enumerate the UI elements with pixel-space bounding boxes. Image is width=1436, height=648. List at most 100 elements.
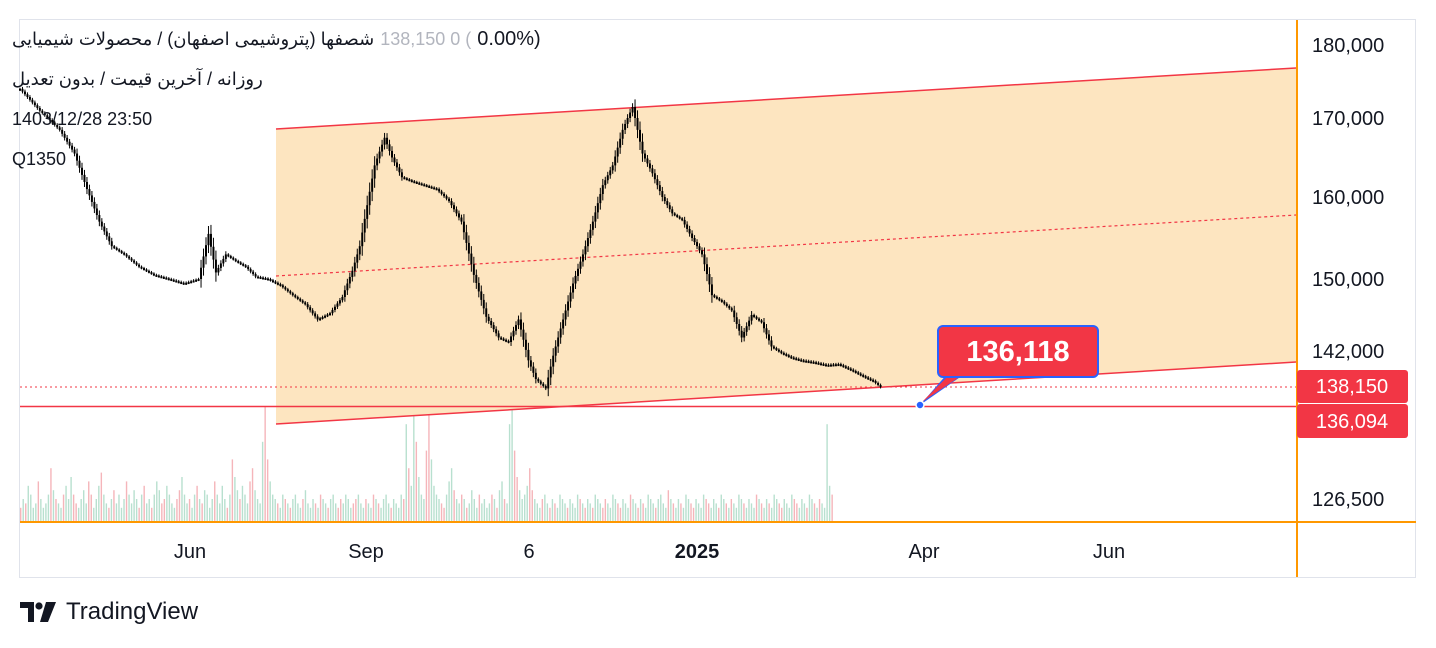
volume-bar	[340, 499, 342, 521]
candle-body	[577, 268, 579, 276]
price-tick-label: 150,000	[1312, 269, 1384, 291]
candle-body	[205, 245, 207, 257]
candle-body	[138, 264, 141, 267]
candle-body	[249, 269, 252, 272]
candle-body	[348, 276, 351, 284]
volume-bar	[748, 499, 750, 521]
candle-body	[834, 364, 837, 367]
candle-body	[636, 118, 639, 130]
candle-body	[728, 306, 731, 309]
candle-body	[611, 165, 614, 171]
volume-bar	[569, 499, 571, 521]
candle-body	[346, 283, 349, 291]
legend-title[interactable]: شصفها (پتروشیمی اصفهان) / محصولات شیمیای…	[12, 29, 375, 49]
volume-bar	[503, 499, 506, 521]
volume-bar	[634, 503, 637, 521]
volume-bar	[90, 494, 92, 521]
volume-bar	[483, 499, 486, 521]
tradingview-branding[interactable]: TradingView	[20, 598, 198, 626]
candle-body	[363, 218, 366, 233]
volume-bar	[660, 494, 662, 521]
candle-body	[748, 320, 751, 327]
candle-body	[301, 300, 304, 303]
candle-body	[544, 386, 547, 389]
volume-bar	[241, 485, 244, 521]
candle-body	[200, 267, 203, 279]
volume-bar	[566, 507, 569, 521]
candle-body	[274, 281, 277, 284]
volume-bar	[398, 507, 400, 521]
volume-bar	[551, 499, 554, 521]
volume-bar	[385, 494, 387, 521]
volume-bar	[435, 494, 438, 521]
volume-bar	[695, 499, 697, 521]
candle-body	[309, 307, 312, 311]
candle-body	[180, 282, 183, 284]
volume-bar	[103, 494, 105, 521]
price-callout[interactable]: 136,118	[915, 325, 1099, 410]
volume-bar	[723, 499, 725, 521]
candle-body	[609, 170, 612, 176]
candle-body	[118, 249, 121, 252]
candle-body	[371, 178, 374, 192]
channel-upper-line[interactable]	[275, 67, 1297, 130]
candle-body	[152, 273, 155, 276]
volume-bar	[420, 494, 423, 521]
candle-body	[745, 326, 748, 332]
tradingview-name: TradingView	[66, 598, 199, 625]
volume-bar	[148, 499, 150, 521]
volume-bar	[367, 503, 370, 521]
candle-body	[23, 91, 26, 95]
volume-bar	[198, 499, 201, 521]
volume-bar	[763, 507, 765, 521]
candle-body	[333, 306, 336, 310]
candle-body	[438, 189, 441, 192]
candlesticks	[19, 86, 882, 397]
volume-bar	[770, 507, 773, 521]
candle-body	[150, 272, 153, 275]
price-tick-label: 160,000	[1312, 187, 1384, 209]
volume-bar	[808, 494, 811, 521]
time-tick-label: 2025	[675, 541, 720, 563]
candle-body	[128, 256, 131, 259]
candle-body	[495, 329, 498, 334]
price-axis[interactable]: 180,000 170,000 160,000 150,000 142,000 126,5…	[1312, 35, 1384, 511]
candle-body	[631, 107, 634, 113]
volume-bar	[133, 490, 135, 521]
volume-bar	[327, 507, 329, 521]
volume-bar	[314, 503, 317, 521]
volume-bar	[317, 507, 319, 521]
volume-bar	[423, 499, 425, 521]
volume-bar	[743, 503, 745, 521]
candle-body	[232, 257, 235, 260]
candle-body	[425, 185, 428, 188]
candle-body	[319, 318, 322, 321]
volume-bar	[783, 499, 785, 521]
candle-body	[629, 112, 632, 118]
volume-bar	[508, 424, 511, 521]
candle-body	[289, 291, 292, 294]
volume-bar	[644, 507, 647, 521]
candle-body	[775, 348, 778, 351]
volume-bar	[710, 507, 712, 521]
candle-body	[827, 364, 830, 367]
candle-body	[336, 303, 339, 307]
volume-bar	[345, 494, 347, 521]
candle-body	[537, 379, 540, 382]
candle-body	[663, 197, 666, 202]
volume-bar	[85, 503, 87, 521]
channel-middle-line[interactable]	[275, 214, 1297, 277]
volume-bar	[22, 499, 24, 521]
time-axis[interactable]: Jun Sep 6 2025 Apr Jun	[174, 541, 1125, 563]
candle-body	[708, 274, 711, 285]
channel-lower-line[interactable]	[275, 361, 1297, 425]
candle-body	[214, 259, 217, 273]
candle-body	[125, 254, 128, 257]
volume-bar	[357, 494, 360, 521]
candle-body	[539, 381, 542, 384]
volume-bar	[458, 503, 460, 521]
candle-body	[872, 379, 875, 382]
candle-body	[688, 228, 691, 234]
volume-bar	[677, 499, 680, 521]
